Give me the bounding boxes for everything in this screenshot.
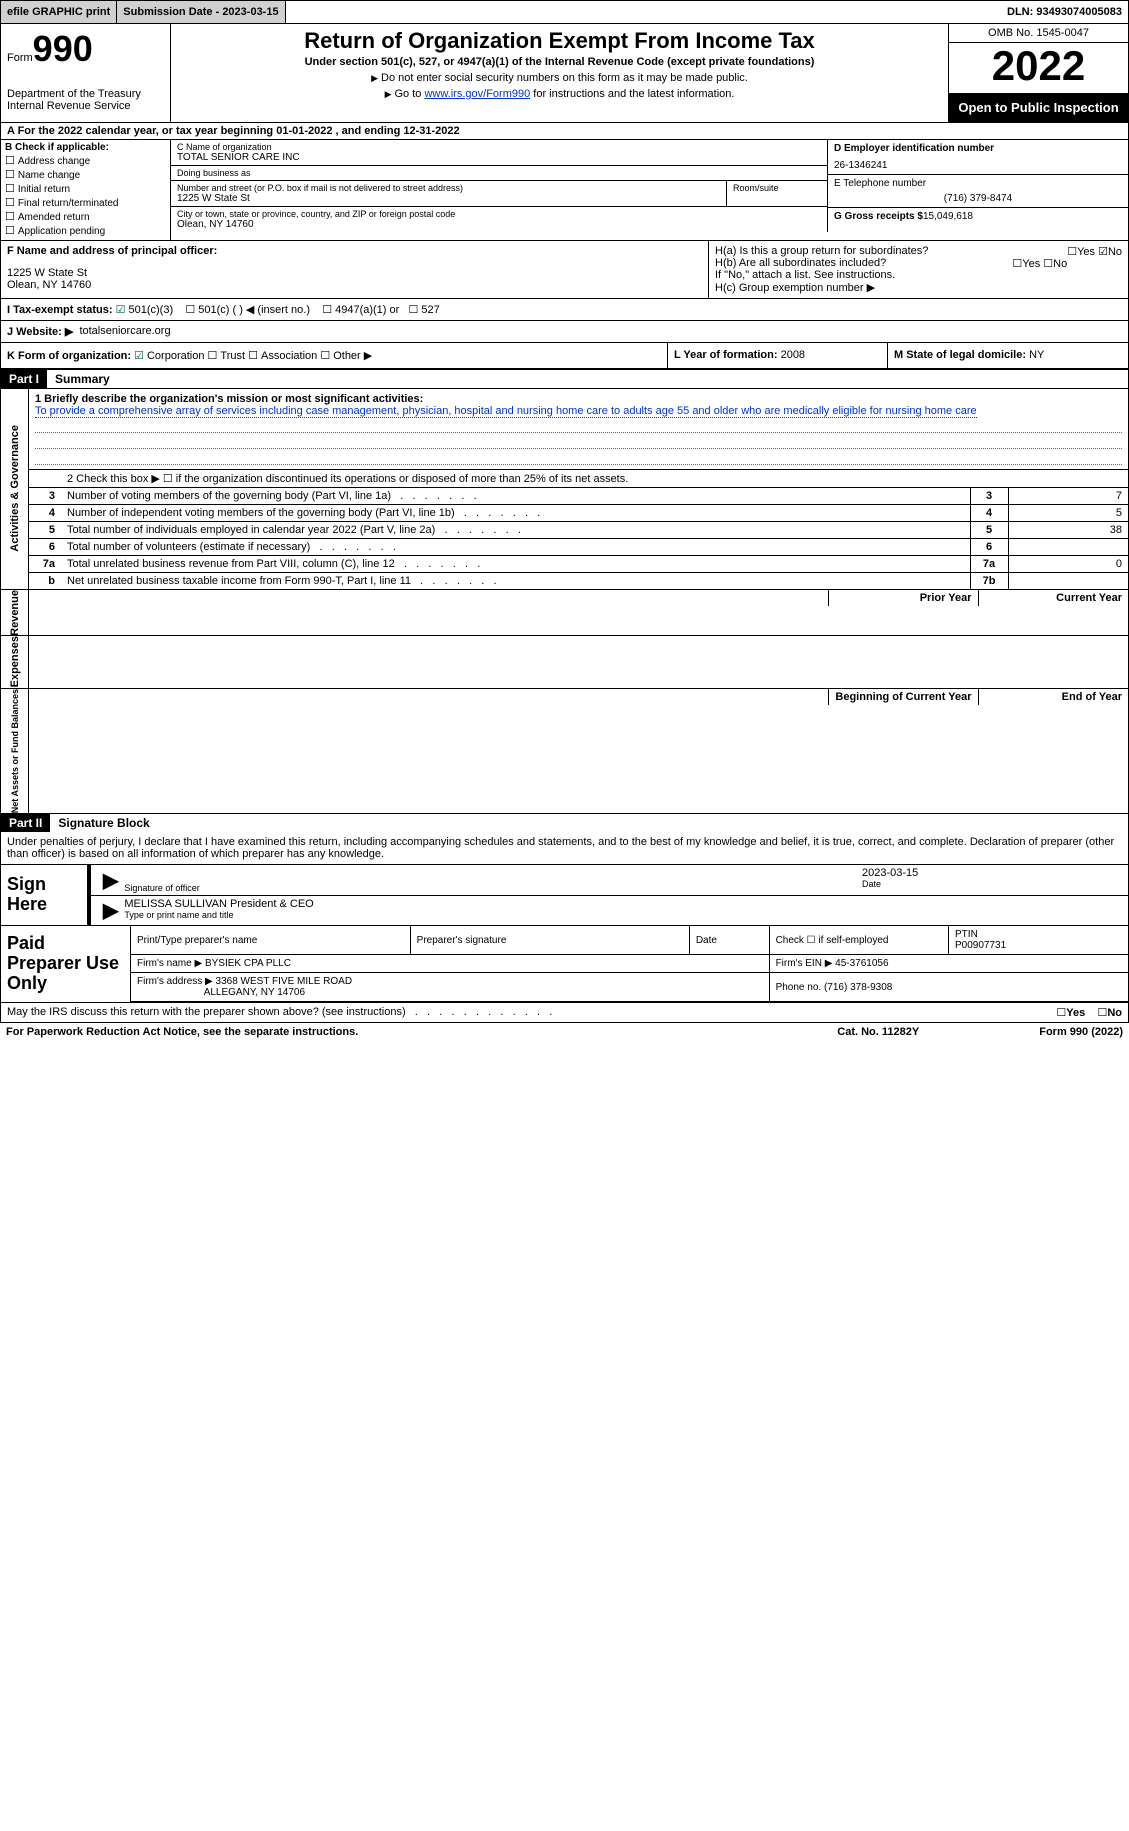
governance-table: 2 Check this box ▶ ☐ if the organization… xyxy=(29,470,1128,589)
omb-number: OMB No. 1545-0047 xyxy=(949,24,1128,43)
ha-row: H(a) Is this a group return for subordin… xyxy=(715,245,1122,257)
form-number: Form990 xyxy=(7,28,164,70)
revenue-section: Revenue Prior YearCurrent Year xyxy=(0,590,1129,637)
tel-cell: E Telephone number (716) 379-8474 xyxy=(828,175,1128,208)
discuss-row: May the IRS discuss this return with the… xyxy=(0,1003,1129,1023)
hb-note: If "No," attach a list. See instructions… xyxy=(715,269,1122,281)
vlabel-expenses: Expenses xyxy=(9,636,21,687)
sign-here-label: Sign Here xyxy=(1,865,91,925)
chk-other[interactable]: Other ▶ xyxy=(320,350,372,362)
form-org-row: K Form of organization: Corporation Trus… xyxy=(0,343,1129,369)
hc-row: H(c) Group exemption number ▶ xyxy=(715,281,1122,294)
revenue-table: Prior YearCurrent Year xyxy=(29,590,1128,606)
col-b-checkboxes: B Check if applicable: Address change Na… xyxy=(1,140,171,240)
form-header: Form990 Department of the Treasury Inter… xyxy=(0,23,1129,123)
mission-text: To provide a comprehensive array of serv… xyxy=(35,405,977,418)
footer: For Paperwork Reduction Act Notice, see … xyxy=(0,1023,1129,1041)
table-row: 3Number of voting members of the governi… xyxy=(29,487,1128,504)
ein-cell: D Employer identification number 26-1346… xyxy=(828,140,1128,175)
dept-treasury: Department of the Treasury Internal Reve… xyxy=(7,88,164,112)
chk-final-return[interactable]: Final return/terminated xyxy=(5,196,166,209)
chk-amended-return[interactable]: Amended return xyxy=(5,210,166,223)
dba-cell: Doing business as xyxy=(171,166,827,181)
chk-501c3[interactable]: 501(c)(3) xyxy=(116,304,174,316)
part2-header: Part II Signature Block xyxy=(0,814,1129,832)
chk-address-change[interactable]: Address change xyxy=(5,154,166,167)
street-cell: Number and street (or P.O. box if mail i… xyxy=(171,181,727,207)
table-row: bNet unrelated business taxable income f… xyxy=(29,572,1128,589)
vlabel-ag: Activities & Governance xyxy=(9,425,21,552)
sig-arrow-icon: ▶ xyxy=(97,868,124,893)
public-inspection: Open to Public Inspection xyxy=(949,94,1128,122)
efile-button[interactable]: efile GRAPHIC print xyxy=(1,1,117,23)
room-cell: Room/suite xyxy=(727,181,827,207)
chk-corporation[interactable]: Corporation xyxy=(134,350,204,362)
dln: DLN: 93493074005083 xyxy=(1001,1,1128,23)
table-row: 6Total number of volunteers (estimate if… xyxy=(29,538,1128,555)
form-title: Return of Organization Exempt From Incom… xyxy=(177,28,942,54)
chk-527[interactable]: 527 xyxy=(408,304,439,316)
chk-trust[interactable]: Trust xyxy=(208,350,246,362)
tax-year-range: A For the 2022 calendar year, or tax yea… xyxy=(0,123,1129,140)
irs-link[interactable]: www.irs.gov/Form990 xyxy=(424,88,530,100)
chk-4947[interactable]: 4947(a)(1) or xyxy=(322,304,399,316)
website-row: J Website: ▶ totalseniorcare.org xyxy=(0,321,1129,343)
submission-date: Submission Date - 2023-03-15 xyxy=(117,1,285,23)
sig-arrow-icon: ▶ xyxy=(97,898,124,923)
chk-association[interactable]: Association xyxy=(248,350,317,362)
vlabel-netassets: Net Assets or Fund Balances xyxy=(10,689,20,813)
entity-block: B Check if applicable: Address change Na… xyxy=(0,140,1129,241)
expenses-section: Expenses xyxy=(0,636,1129,688)
city-cell: City or town, state or province, country… xyxy=(171,207,827,232)
chk-name-change[interactable]: Name change xyxy=(5,168,166,181)
activities-governance: Activities & Governance 1 Briefly descri… xyxy=(0,388,1129,590)
tax-year: 2022 xyxy=(949,43,1128,94)
paid-preparer-block: Paid Preparer Use Only Print/Type prepar… xyxy=(1,925,1128,1002)
netassets-section: Net Assets or Fund Balances Beginning of… xyxy=(0,689,1129,814)
irs-link-note: Go to www.irs.gov/Form990 for instructio… xyxy=(177,88,942,100)
chk-501c[interactable]: 501(c) ( ) ◀ (insert no.) xyxy=(185,304,310,316)
chk-initial-return[interactable]: Initial return xyxy=(5,182,166,195)
form-subtitle: Under section 501(c), 527, or 4947(a)(1)… xyxy=(177,56,942,68)
top-bar: efile GRAPHIC print Submission Date - 20… xyxy=(0,0,1129,23)
vlabel-revenue: Revenue xyxy=(9,590,21,636)
table-row: 5Total number of individuals employed in… xyxy=(29,521,1128,538)
chk-application-pending[interactable]: Application pending xyxy=(5,224,166,237)
mission-block: 1 Briefly describe the organization's mi… xyxy=(29,389,1128,470)
principal-officer-row: F Name and address of principal officer:… xyxy=(0,241,1129,299)
part1-header: Part I Summary xyxy=(0,369,1129,388)
paid-preparer-label: Paid Preparer Use Only xyxy=(1,926,131,1002)
gross-cell: G Gross receipts $15,049,618 xyxy=(828,208,1128,225)
perjury-declaration: Under penalties of perjury, I declare th… xyxy=(1,832,1128,865)
table-row: 4Number of independent voting members of… xyxy=(29,504,1128,521)
signature-block: Under penalties of perjury, I declare th… xyxy=(0,832,1129,1003)
org-name-cell: C Name of organization TOTAL SENIOR CARE… xyxy=(171,140,827,166)
ssn-note: Do not enter social security numbers on … xyxy=(177,72,942,84)
hb-row: H(b) Are all subordinates included? ☐Yes… xyxy=(715,257,1122,269)
table-row: 7aTotal unrelated business revenue from … xyxy=(29,555,1128,572)
tax-status-row: I Tax-exempt status: 501(c)(3) 501(c) ( … xyxy=(0,299,1129,321)
netassets-table: Beginning of Current YearEnd of Year xyxy=(29,689,1128,705)
